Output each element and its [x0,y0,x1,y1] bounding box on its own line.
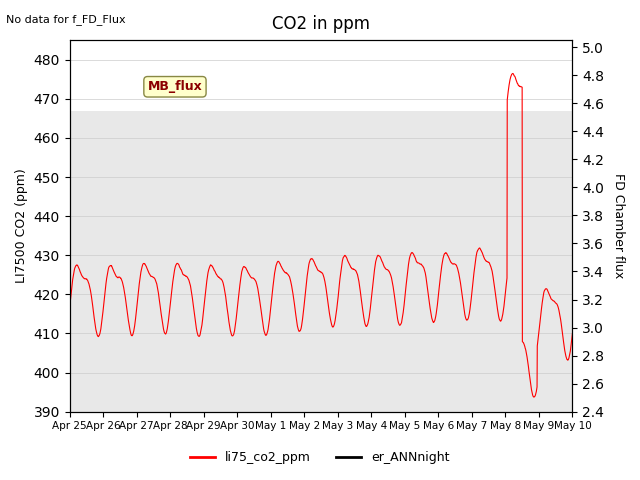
Title: CO2 in ppm: CO2 in ppm [272,15,370,33]
Bar [70,110,572,341]
Bar [70,341,572,412]
Bar [70,40,572,110]
Y-axis label: LI7500 CO2 (ppm): LI7500 CO2 (ppm) [15,168,28,283]
Text: MB_flux: MB_flux [148,80,202,93]
Y-axis label: FD Chamber flux: FD Chamber flux [612,173,625,278]
Text: No data for f_FD_Flux: No data for f_FD_Flux [6,14,126,25]
Legend: li75_co2_ppm, er_ANNnight: li75_co2_ppm, er_ANNnight [186,446,454,469]
